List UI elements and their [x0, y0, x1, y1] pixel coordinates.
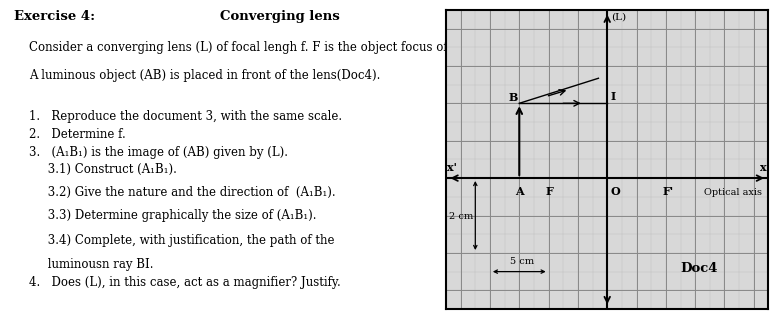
- Text: luminousn ray BI.: luminousn ray BI.: [30, 258, 154, 271]
- Text: 2.   Determine f.: 2. Determine f.: [30, 128, 126, 141]
- Text: 4.   Does (L), in this case, act as a magnifier? Justify.: 4. Does (L), in this case, act as a magn…: [30, 276, 341, 289]
- Text: F: F: [545, 186, 553, 197]
- Text: x: x: [760, 163, 766, 173]
- Text: Doc4: Doc4: [681, 262, 718, 275]
- Text: 2 cm: 2 cm: [449, 212, 473, 221]
- Text: I: I: [610, 91, 615, 102]
- Text: 3.2) Give the nature and the direction of  (A₁B₁).: 3.2) Give the nature and the direction o…: [30, 186, 336, 199]
- Text: O: O: [610, 186, 620, 197]
- Text: 1.   Reproduce the document 3, with the same scale.: 1. Reproduce the document 3, with the sa…: [30, 110, 343, 123]
- Text: 3.1) Construct (A₁B₁).: 3.1) Construct (A₁B₁).: [30, 163, 177, 176]
- Text: Converging lens: Converging lens: [220, 10, 340, 23]
- Text: x': x': [448, 163, 458, 173]
- Text: 3.3) Determine graphically the size of (A₁B₁).: 3.3) Determine graphically the size of (…: [30, 209, 317, 222]
- Text: (L): (L): [611, 12, 625, 21]
- Text: 5 cm: 5 cm: [510, 257, 535, 266]
- Text: B: B: [509, 93, 518, 103]
- Text: 3.4) Complete, with justification, the path of the: 3.4) Complete, with justification, the p…: [30, 234, 335, 247]
- Text: F': F': [663, 186, 674, 197]
- Text: Exercise 4:: Exercise 4:: [13, 10, 95, 23]
- Text: Optical axis: Optical axis: [704, 188, 762, 197]
- Text: A: A: [515, 186, 524, 197]
- Text: 3.   (A₁B₁) is the image of (AB) given by (L).: 3. (A₁B₁) is the image of (AB) given by …: [30, 146, 288, 159]
- Text: A luminous object (AB) is placed in front of the lens(Doc4).: A luminous object (AB) is placed in fron…: [30, 69, 381, 82]
- Text: Consider a converging lens (L) of focal lengh f. F is the object focus of (L) an: Consider a converging lens (L) of focal …: [30, 41, 608, 54]
